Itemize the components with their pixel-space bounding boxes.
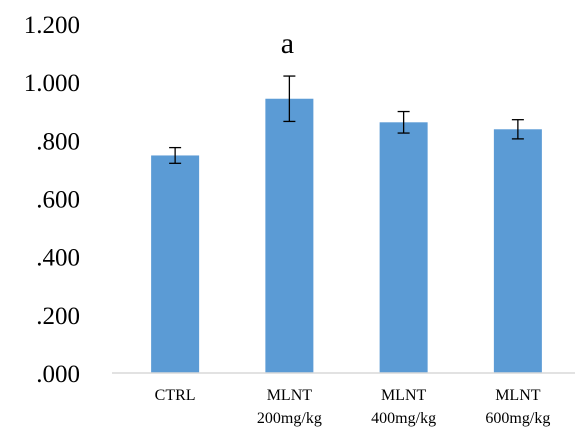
bar	[493, 129, 542, 373]
error-bar	[511, 119, 524, 140]
bars	[151, 98, 542, 373]
y-tick-label: .800	[36, 128, 80, 155]
bar	[379, 122, 428, 373]
x-axis-labels: CTRL MLNT 200mg/kg MLNT 400mg/kg MLNT 600mg/kg	[155, 387, 551, 427]
x-tick-label: MLNT	[267, 387, 313, 404]
bar	[151, 155, 200, 373]
significance-label: a	[281, 27, 294, 60]
y-tick-label: 1.200	[24, 12, 80, 39]
x-tick-label: CTRL	[155, 387, 196, 404]
error-bars	[169, 75, 524, 164]
annotations: a	[281, 27, 294, 60]
x-tick-label: 600mg/kg	[485, 410, 550, 427]
y-tick-label: 1.000	[24, 70, 80, 97]
y-tick-label: .000	[36, 361, 80, 388]
error-bar	[283, 75, 296, 123]
error-bar	[397, 110, 410, 134]
x-tick-label: 400mg/kg	[371, 410, 436, 427]
y-tick-label: .600	[36, 187, 80, 214]
x-tick-label: 200mg/kg	[257, 410, 322, 427]
bar	[265, 98, 314, 373]
y-tick-label: .200	[36, 303, 80, 330]
x-tick-label: MLNT	[495, 387, 541, 404]
y-axis-ticks: .000 .200 .400 .600 .800 1.000 1.200	[24, 12, 80, 388]
x-tick-label: MLNT	[381, 387, 427, 404]
y-tick-label: .400	[36, 245, 80, 272]
error-bar	[169, 146, 182, 164]
